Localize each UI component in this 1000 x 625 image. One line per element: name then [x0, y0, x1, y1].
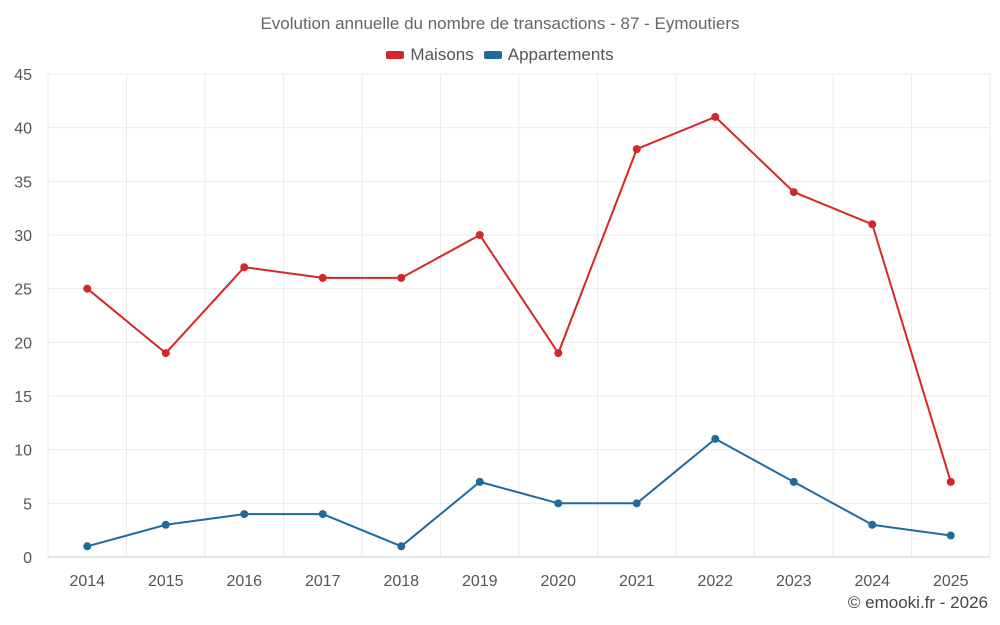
y-tick-label: 0 — [23, 550, 32, 567]
legend-item-maisons[interactable]: Maisons — [386, 45, 474, 65]
data-point-maisons — [711, 112, 720, 121]
data-point-maisons — [789, 188, 798, 197]
series-line-appartements — [87, 437, 951, 548]
data-point-appartements — [868, 520, 877, 529]
data-point-maisons — [868, 220, 877, 229]
data-point-appartements — [397, 542, 406, 551]
x-tick-label: 2020 — [540, 573, 576, 590]
x-tick-label: 2022 — [697, 573, 733, 590]
y-tick-label: 45 — [14, 67, 32, 84]
data-point-appartements — [554, 499, 563, 508]
x-tick-label: 2017 — [305, 573, 341, 590]
legend-swatch-maisons — [386, 51, 405, 59]
legend-swatch-appartements — [483, 51, 502, 59]
legend-label-appartements: Appartements — [507, 45, 614, 64]
data-point-maisons — [161, 349, 170, 358]
chart-legend: Maisons Appartements — [0, 45, 1000, 65]
data-point-appartements — [161, 520, 170, 529]
legend-label-maisons: Maisons — [410, 45, 474, 64]
data-point-appartements — [632, 499, 641, 508]
y-tick-label: 35 — [14, 174, 32, 191]
series-line-maisons — [86, 115, 952, 483]
x-tick-label: 2024 — [854, 573, 890, 590]
data-point-maisons — [946, 477, 955, 486]
x-tick-label: 2023 — [776, 573, 812, 590]
y-tick-label: 40 — [14, 121, 32, 138]
data-point-maisons — [632, 145, 641, 154]
x-tick-label: 2025 — [933, 573, 969, 590]
gridlines — [47, 73, 991, 558]
data-point-appartements — [789, 477, 798, 486]
data-point-appartements — [83, 542, 92, 551]
data-point-appartements — [240, 510, 249, 519]
y-tick-label: 15 — [14, 389, 32, 406]
data-point-maisons — [397, 273, 406, 282]
x-tick-label: 2015 — [148, 573, 184, 590]
x-tick-label: 2016 — [226, 573, 262, 590]
y-tick-label: 25 — [14, 282, 32, 299]
y-tick-label: 20 — [14, 335, 32, 352]
y-tick-label: 10 — [14, 443, 32, 460]
legend-item-appartements[interactable]: Appartements — [483, 45, 614, 65]
x-tick-label: 2021 — [619, 573, 655, 590]
data-point-maisons — [475, 231, 484, 239]
data-point-appartements — [475, 477, 484, 486]
data-series — [83, 112, 955, 551]
data-point-appartements — [946, 531, 955, 540]
chart-title: Evolution annuelle du nombre de transact… — [260, 14, 740, 33]
x-tick-label: 2018 — [383, 573, 419, 590]
data-point-maisons — [554, 349, 563, 358]
data-point-maisons — [83, 284, 92, 293]
credit-text: © emooki.fr - 2026 — [847, 593, 988, 612]
x-tick-label: 2019 — [462, 573, 498, 590]
data-point-maisons — [318, 273, 327, 282]
x-tick-label: 2014 — [69, 573, 105, 590]
data-point-appartements — [711, 434, 720, 443]
data-point-appartements — [318, 510, 327, 519]
y-tick-label: 5 — [23, 496, 32, 513]
data-point-maisons — [240, 263, 249, 272]
y-tick-label: 30 — [14, 228, 32, 245]
